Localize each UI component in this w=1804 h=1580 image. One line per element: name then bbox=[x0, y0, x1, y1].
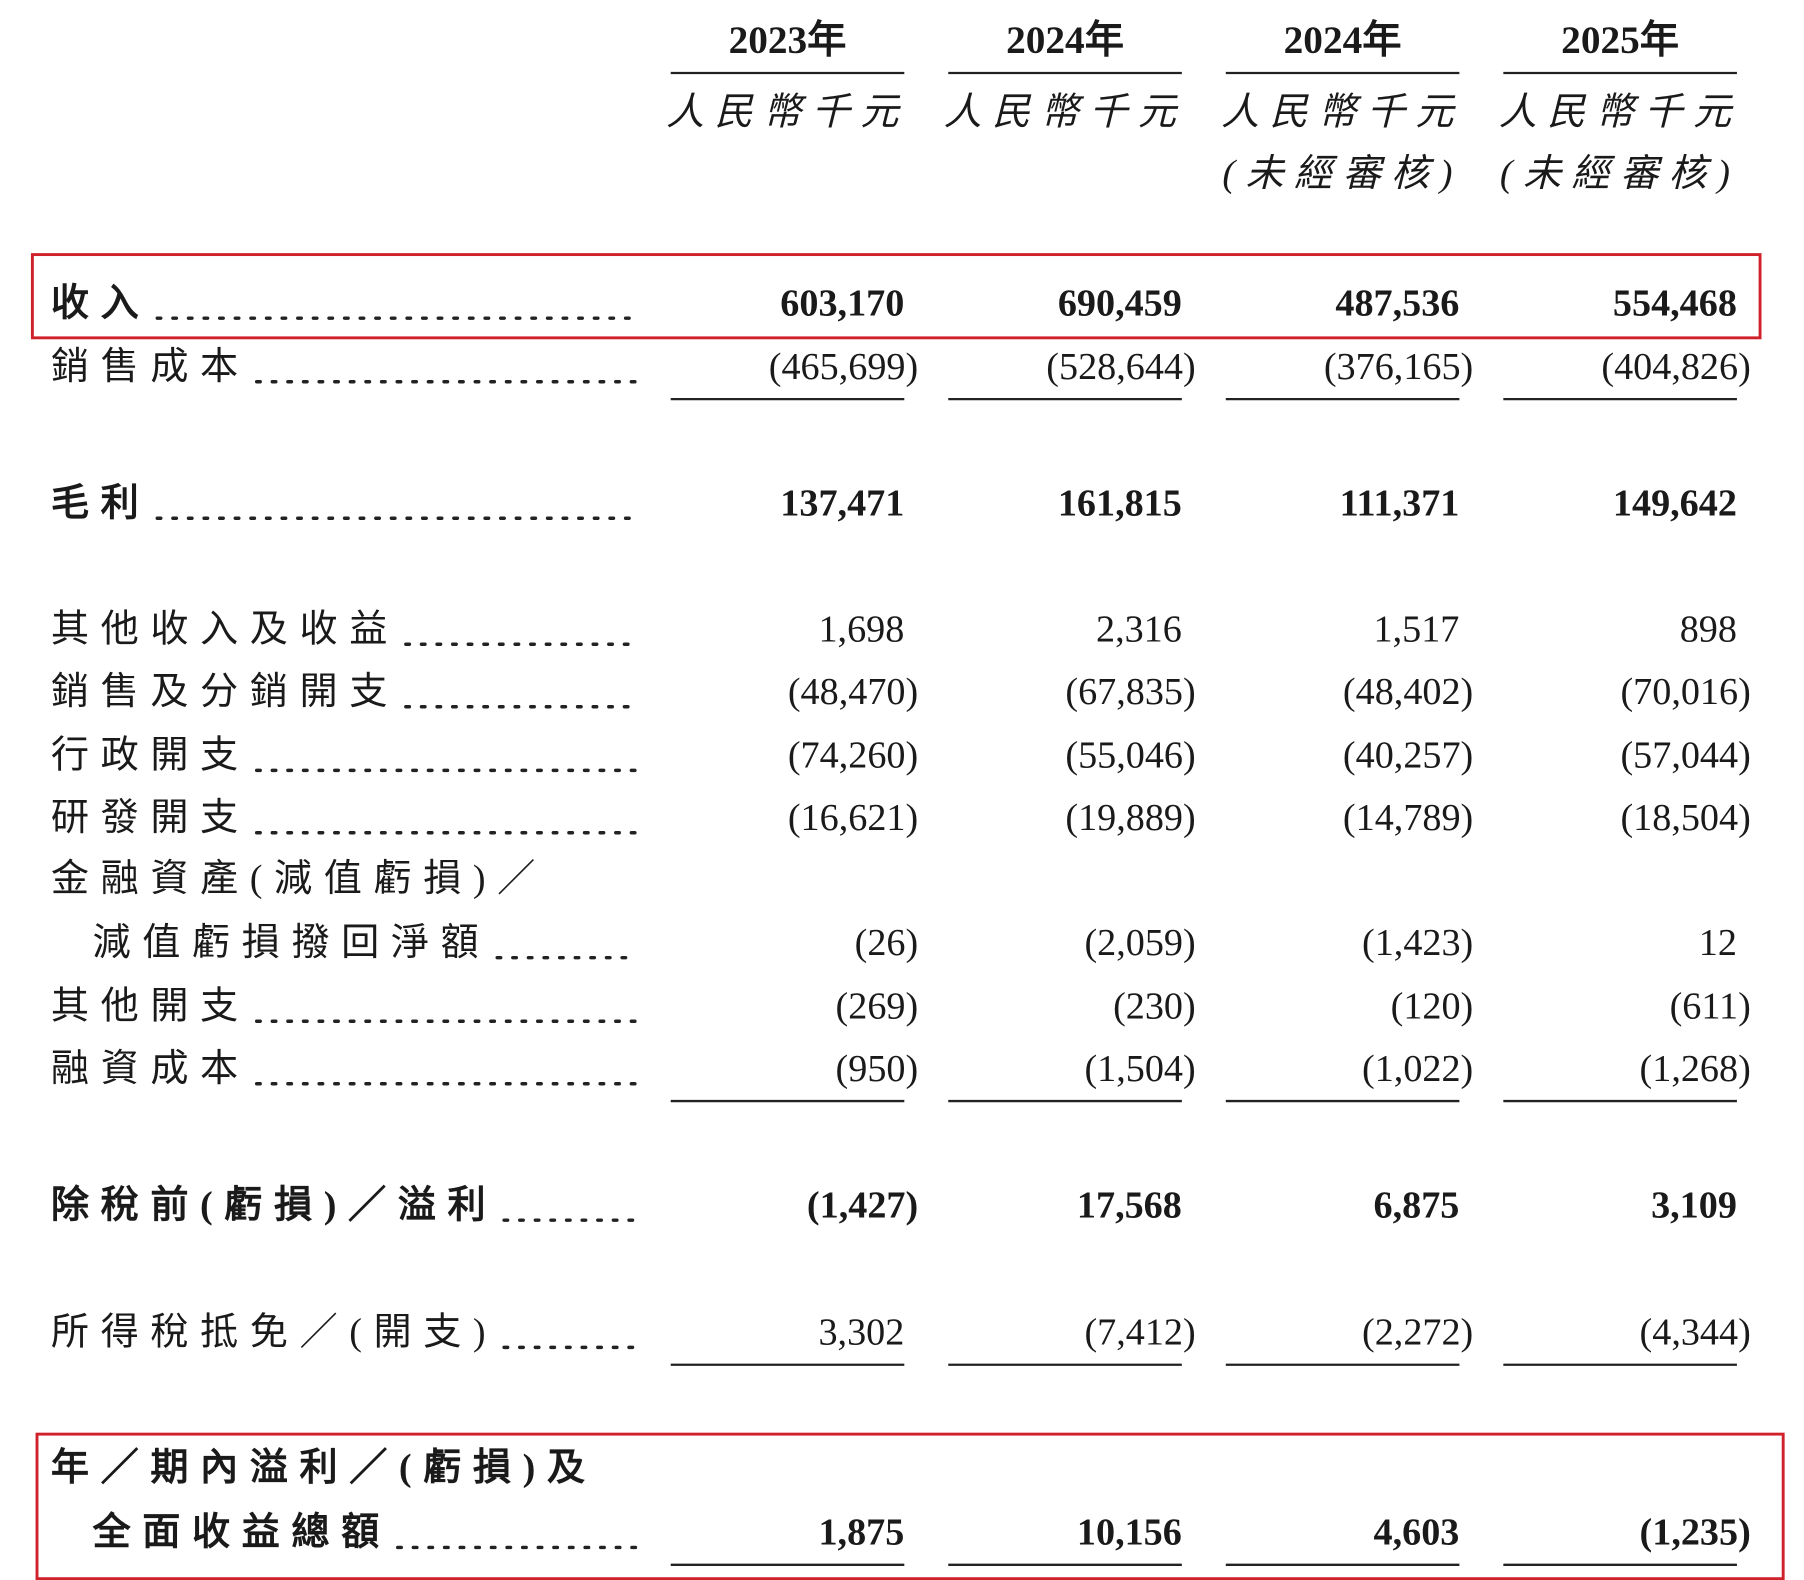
cell-value: 6,875 bbox=[1374, 1184, 1460, 1226]
cell-value: (74,260) bbox=[788, 735, 918, 777]
cell-value: 161,815 bbox=[1058, 482, 1182, 524]
cell-value: (70,016) bbox=[1620, 671, 1750, 713]
cell-value: (465,699) bbox=[769, 346, 918, 388]
column-note: (未經審核) bbox=[1500, 153, 1740, 195]
cell-value: (4,344) bbox=[1640, 1312, 1751, 1354]
cell-value: (2,059) bbox=[1084, 922, 1195, 964]
column-unit: 人民幣千元 bbox=[666, 92, 909, 134]
row-label: 銷售成本 bbox=[51, 345, 250, 388]
cell-value: (1,235) bbox=[1640, 1512, 1751, 1554]
cell-value: (230) bbox=[1113, 985, 1196, 1027]
column-year: 2024年 bbox=[1284, 18, 1402, 62]
cell-value: 4,603 bbox=[1374, 1512, 1460, 1554]
cell-value: (404,826) bbox=[1601, 346, 1750, 388]
row-label: 除稅前(虧損)／溢利 bbox=[51, 1183, 497, 1226]
cell-value: (19,889) bbox=[1065, 797, 1195, 839]
row-label: 所得稅抵免／(開支) bbox=[51, 1311, 497, 1354]
cell-value: 1,875 bbox=[818, 1512, 904, 1554]
row-label: 金融資產(減值虧損)／ bbox=[51, 857, 547, 900]
cell-value: (950) bbox=[836, 1048, 919, 1090]
cell-value: (57,044) bbox=[1620, 735, 1750, 777]
highlight-box bbox=[30, 253, 1762, 340]
cell-value: 12 bbox=[1699, 922, 1737, 964]
cell-value: (67,835) bbox=[1065, 671, 1195, 713]
row-label: 全面收益總額 bbox=[92, 1510, 391, 1554]
cell-value: (269) bbox=[836, 985, 919, 1027]
row-label: 減值虧損撥回淨額 bbox=[93, 922, 491, 964]
cell-value: (1,423) bbox=[1362, 922, 1473, 964]
row-label: 年／期內溢利／(虧損)及 bbox=[51, 1446, 597, 1489]
cell-value: (611) bbox=[1670, 985, 1751, 1027]
row-label: 其他收入及收益 bbox=[51, 608, 399, 650]
cell-value: 3,302 bbox=[818, 1312, 904, 1354]
cell-value: 10,156 bbox=[1077, 1512, 1182, 1554]
column-unit: 人民幣千元 bbox=[1499, 92, 1742, 134]
cell-value: (1,268) bbox=[1640, 1048, 1751, 1090]
row-label: 收入 bbox=[51, 281, 150, 324]
cell-value: (1,427) bbox=[807, 1184, 918, 1226]
cell-value: 690,459 bbox=[1058, 282, 1182, 324]
cell-value: 554,468 bbox=[1613, 282, 1737, 324]
row-label: 銷售及分銷開支 bbox=[51, 670, 399, 713]
row-label: 其他開支 bbox=[51, 985, 250, 1027]
cell-value: (55,046) bbox=[1065, 735, 1195, 777]
cell-value: 1,698 bbox=[818, 608, 904, 650]
cell-value: 3,109 bbox=[1651, 1184, 1737, 1226]
cell-value: (14,789) bbox=[1343, 797, 1473, 839]
row-label: 融資成本 bbox=[51, 1048, 250, 1090]
row-label: 行政開支 bbox=[51, 734, 250, 777]
cell-value: 487,536 bbox=[1335, 282, 1459, 324]
cell-value: 603,170 bbox=[780, 282, 904, 324]
column-year: 2025年 bbox=[1561, 18, 1679, 62]
cell-value: 1,517 bbox=[1374, 608, 1460, 650]
cell-value: 137,471 bbox=[780, 482, 904, 524]
cell-value: (40,257) bbox=[1343, 735, 1473, 777]
cell-value: 111,371 bbox=[1340, 482, 1460, 524]
cell-value: 149,642 bbox=[1613, 482, 1737, 524]
row-label: 毛利 bbox=[51, 481, 150, 524]
cell-value: (376,165) bbox=[1324, 346, 1473, 388]
cell-value: (18,504) bbox=[1620, 797, 1750, 839]
cell-value: (48,402) bbox=[1343, 671, 1473, 713]
cell-value: (48,470) bbox=[788, 671, 918, 713]
cell-value: (26) bbox=[855, 922, 919, 964]
cell-value: 898 bbox=[1680, 608, 1737, 650]
column-year: 2024年 bbox=[1006, 18, 1124, 62]
cell-value: (1,022) bbox=[1362, 1048, 1473, 1090]
cell-value: (1,504) bbox=[1084, 1048, 1195, 1090]
cell-value: (16,621) bbox=[788, 797, 918, 839]
cell-value: (2,272) bbox=[1362, 1312, 1473, 1354]
cell-value: 2,316 bbox=[1096, 608, 1182, 650]
column-note: (未經審核) bbox=[1222, 153, 1462, 195]
column-unit: 人民幣千元 bbox=[944, 92, 1187, 134]
cell-value: (120) bbox=[1391, 985, 1474, 1027]
cell-value: (528,644) bbox=[1046, 346, 1195, 388]
row-label: 研發開支 bbox=[51, 797, 250, 839]
column-unit: 人民幣千元 bbox=[1221, 92, 1464, 134]
cell-value: 17,568 bbox=[1077, 1184, 1182, 1226]
column-year: 2023年 bbox=[729, 18, 847, 62]
cell-value: (7,412) bbox=[1084, 1312, 1195, 1354]
highlight-box bbox=[35, 1432, 1785, 1580]
